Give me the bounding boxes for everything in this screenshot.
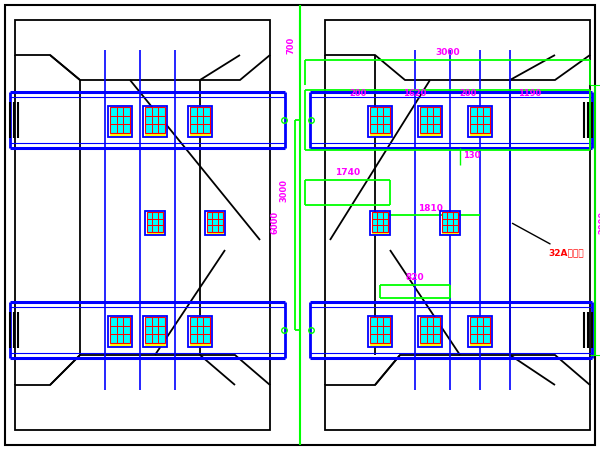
Bar xyxy=(470,317,490,343)
Bar xyxy=(110,107,130,133)
Text: 3000: 3000 xyxy=(279,179,288,202)
Text: 200: 200 xyxy=(349,89,367,98)
Bar xyxy=(145,211,165,235)
Bar xyxy=(418,106,442,137)
Bar xyxy=(190,107,210,133)
Bar xyxy=(372,232,388,234)
Bar xyxy=(145,107,165,133)
Text: 700: 700 xyxy=(287,36,296,54)
Bar xyxy=(420,343,440,346)
Bar xyxy=(188,316,212,347)
Bar xyxy=(207,212,223,232)
Bar xyxy=(468,316,492,347)
Bar xyxy=(188,106,212,137)
Polygon shape xyxy=(15,355,270,430)
Bar xyxy=(147,212,163,232)
Bar xyxy=(442,212,458,232)
Text: 6000: 6000 xyxy=(271,211,280,234)
Bar xyxy=(470,107,490,133)
Bar xyxy=(370,317,390,343)
Bar xyxy=(368,316,392,347)
Polygon shape xyxy=(325,355,590,430)
Bar xyxy=(442,232,458,234)
Bar xyxy=(207,212,223,232)
Bar xyxy=(143,106,167,137)
Text: 820: 820 xyxy=(406,273,424,282)
Text: 3000: 3000 xyxy=(436,48,460,57)
Bar xyxy=(110,133,130,136)
Bar xyxy=(372,212,388,232)
Bar xyxy=(370,107,390,133)
Bar xyxy=(190,317,210,343)
Bar xyxy=(370,133,390,136)
Bar xyxy=(420,317,440,343)
Bar xyxy=(420,107,440,133)
Polygon shape xyxy=(325,20,590,80)
Bar xyxy=(190,317,210,343)
Bar xyxy=(147,232,163,234)
Bar xyxy=(145,317,165,343)
Bar xyxy=(470,317,490,343)
Bar xyxy=(370,343,390,346)
Bar xyxy=(145,133,165,136)
Polygon shape xyxy=(15,20,270,80)
Bar xyxy=(145,343,165,346)
Text: 1190: 1190 xyxy=(518,89,542,98)
Bar xyxy=(110,107,130,133)
Bar xyxy=(468,106,492,137)
Bar xyxy=(145,107,165,133)
Text: 32A工字钢: 32A工字钢 xyxy=(512,223,584,257)
Text: 2000: 2000 xyxy=(598,211,600,234)
Text: 200: 200 xyxy=(460,89,476,98)
Bar xyxy=(205,211,225,235)
Bar xyxy=(108,106,132,137)
Bar xyxy=(108,316,132,347)
Bar xyxy=(368,106,392,137)
Bar xyxy=(372,212,388,232)
Bar xyxy=(190,343,210,346)
Bar xyxy=(470,133,490,136)
Bar xyxy=(110,317,130,343)
Text: 1740: 1740 xyxy=(335,168,361,177)
Bar xyxy=(442,212,458,232)
Bar xyxy=(418,316,442,347)
Bar xyxy=(470,107,490,133)
Bar xyxy=(110,317,130,343)
Bar xyxy=(420,317,440,343)
Bar xyxy=(370,211,390,235)
Bar xyxy=(440,211,460,235)
Bar xyxy=(145,317,165,343)
Bar xyxy=(147,212,163,232)
Bar xyxy=(370,317,390,343)
Text: 130: 130 xyxy=(463,150,481,159)
Bar xyxy=(110,343,130,346)
Bar xyxy=(420,133,440,136)
Bar xyxy=(143,316,167,347)
Text: 1620: 1620 xyxy=(403,89,427,98)
Text: 1810: 1810 xyxy=(418,204,442,213)
Bar xyxy=(470,343,490,346)
Bar xyxy=(190,107,210,133)
Bar xyxy=(190,133,210,136)
Bar xyxy=(420,107,440,133)
Bar xyxy=(370,107,390,133)
Bar xyxy=(207,232,223,234)
